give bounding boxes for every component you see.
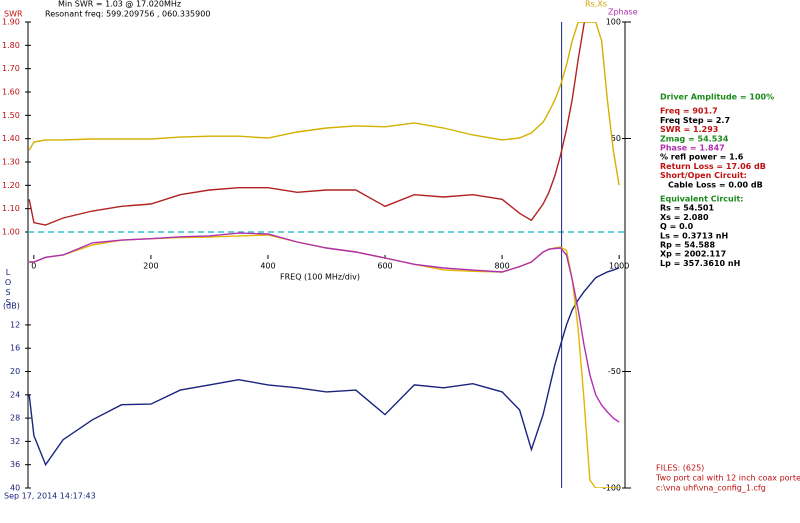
series-line bbox=[28, 22, 620, 186]
series-line bbox=[29, 232, 620, 423]
y-tick-label: 1.90 bbox=[2, 18, 20, 27]
loss-tick-label: 20 bbox=[10, 367, 20, 376]
resonant-freq: Resonant freq: 599.209756 , 060.335900 bbox=[45, 10, 210, 19]
panel-line: SWR = 1.293 bbox=[660, 125, 718, 134]
loss-tick-label: 32 bbox=[10, 437, 20, 446]
x-tick-label: 600 bbox=[377, 262, 392, 271]
x-tick-label: 1000 bbox=[609, 262, 629, 271]
panel-line: Cable Loss = 0.00 dB bbox=[668, 180, 763, 189]
panel-line: Q = 0.0 bbox=[660, 222, 694, 231]
x-axis-label: FREQ (100 MHz/div) bbox=[280, 273, 360, 282]
plot-area bbox=[28, 22, 620, 488]
x-tick-label: 0 bbox=[31, 262, 36, 271]
y2-tick-label: -50 bbox=[608, 367, 621, 376]
y2-axis-label: Rs,Xs bbox=[585, 0, 607, 9]
panel-line: Rs = 54.501 bbox=[660, 204, 715, 213]
file-line: FILES: (625) bbox=[656, 464, 704, 473]
y2-tick-label: 100 bbox=[606, 18, 621, 27]
series-line bbox=[28, 22, 586, 226]
file-line: Two port cal with 12 inch coax ported bbox=[655, 474, 800, 483]
panel-line: % refl power = 1.6 bbox=[660, 153, 744, 162]
panel-line: Xp = 2002.117 bbox=[660, 250, 726, 259]
loss-tick-label: 16 bbox=[10, 344, 20, 353]
panel-line: Zmag = 54.534 bbox=[660, 134, 729, 143]
loss-tick-label: 28 bbox=[10, 414, 20, 423]
y-tick-label: 1.60 bbox=[2, 88, 20, 97]
y2-tick-label: 50 bbox=[611, 134, 621, 143]
loss-tick-label: 40 bbox=[10, 484, 20, 493]
panel-line: Rp = 54.588 bbox=[660, 241, 715, 250]
y-tick-label: 1.40 bbox=[2, 134, 20, 143]
y-tick-label: 1.70 bbox=[2, 64, 20, 73]
y-tick-label: 1.50 bbox=[2, 111, 20, 120]
file-line: c:\vna uhf\vna_config_1.cfg bbox=[656, 484, 766, 493]
min-swr: Min SWR = 1.03 @ 17.020MHz bbox=[58, 0, 181, 9]
loss-tick-label: 12 bbox=[10, 320, 20, 329]
y-tick-label: 1.20 bbox=[2, 181, 20, 190]
panel-line: Return Loss = 17.06 dB bbox=[660, 162, 766, 171]
loss-tick-label: 36 bbox=[10, 460, 20, 469]
y-tick-label: 1.80 bbox=[2, 41, 20, 50]
series-line bbox=[28, 267, 620, 467]
y-axis-label: SWR bbox=[4, 10, 23, 19]
loss-axis-label: LOSS bbox=[4, 268, 13, 308]
panel-line: Xs = 2.080 bbox=[660, 213, 709, 222]
panel-line: Phase = 1.847 bbox=[660, 144, 725, 153]
panel-line: Equivalent Circuit: bbox=[660, 195, 743, 204]
loss-axis-unit: (dB) bbox=[3, 302, 20, 311]
loss-tick-label: 24 bbox=[10, 390, 20, 399]
panel-line: Ls = 0.3713 nH bbox=[660, 231, 728, 240]
panel-line: Lp = 357.3610 nH bbox=[660, 259, 740, 268]
panel-line: Freq = 901.7 bbox=[660, 107, 718, 116]
x-tick-label: 800 bbox=[494, 262, 509, 271]
y-tick-label: 1.30 bbox=[2, 158, 20, 167]
y-tick-label: 1.00 bbox=[2, 228, 20, 237]
x-tick-label: 200 bbox=[143, 262, 158, 271]
x-tick-label: 400 bbox=[260, 262, 275, 271]
y3-axis-label: Zphase bbox=[608, 8, 638, 17]
panel-line: Driver Amplitude = 100% bbox=[660, 93, 774, 102]
y-tick-label: 1.10 bbox=[2, 204, 20, 213]
timestamp: Sep 17, 2014 14:17:43 bbox=[4, 492, 96, 501]
panel-line: Freq Step = 2.7 bbox=[660, 116, 730, 125]
panel-line: Short/Open Circuit: bbox=[660, 171, 747, 180]
